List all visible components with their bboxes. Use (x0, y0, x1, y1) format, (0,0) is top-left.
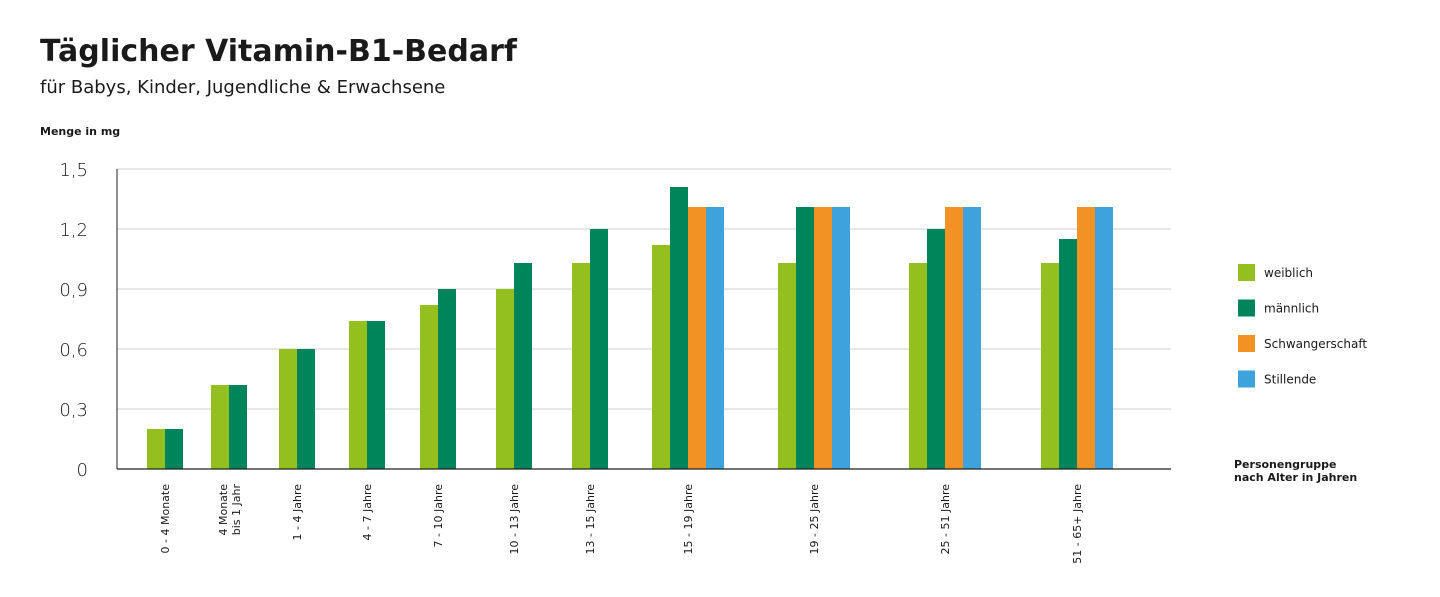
x-tick-label: 10 - 13 Jahre (508, 484, 521, 555)
bar (420, 305, 438, 469)
bar (652, 245, 670, 469)
x-tick-label: 19 - 25 Jahre (808, 484, 821, 555)
bar (514, 263, 532, 469)
x-tick-group: 25 - 51 Jahre (939, 484, 952, 555)
bar (367, 321, 385, 469)
x-tick-group: 51 - 65+ Jahre (1071, 484, 1084, 564)
legend-label: weiblich (1264, 266, 1313, 280)
chart-subtitle: für Babys, Kinder, Jugendliche & Erwachs… (40, 77, 445, 98)
x-tick-group: 19 - 25 Jahre (808, 484, 821, 555)
bar (147, 429, 165, 469)
bar (229, 385, 247, 469)
y-tick-label: 1,5 (59, 160, 88, 181)
x-tick-group: 4 Monatebis 1 Jahr (217, 484, 243, 536)
y-tick-label: 0,3 (59, 400, 88, 421)
x-tick-group: 7 - 10 Jahre (432, 484, 445, 548)
x-tick-label: 0 - 4 Monate (159, 484, 172, 554)
bar (688, 207, 706, 469)
bar (909, 263, 927, 469)
bar (349, 321, 367, 469)
bar (927, 229, 945, 469)
x-tick-group: 15 - 19 Jahre (682, 484, 695, 555)
x-axis-label: Personengruppe nach Alter in Jahren (1234, 458, 1357, 484)
y-tick-label: 0 (77, 460, 88, 481)
bar (1077, 207, 1095, 469)
bar (279, 349, 297, 469)
bar (814, 207, 832, 469)
bar (945, 207, 963, 469)
bar (496, 289, 514, 469)
x-tick-label: 7 - 10 Jahre (432, 484, 445, 548)
legend-label: Stillende (1264, 373, 1316, 387)
bar (963, 207, 981, 469)
y-tick-label: 1,2 (59, 220, 88, 241)
bar (590, 229, 608, 469)
y-tick-label: 0,9 (59, 280, 88, 301)
x-tick-label: 1 - 4 Jahre (291, 484, 304, 541)
bar (297, 349, 315, 469)
chart-title: Täglicher Vitamin-B1-Bedarf (40, 34, 518, 69)
bar (211, 385, 229, 469)
x-tick-label: 15 - 19 Jahre (682, 484, 695, 555)
bar (832, 207, 850, 469)
y-tick-label: 0,6 (59, 340, 88, 361)
x-tick-group: 10 - 13 Jahre (508, 484, 521, 555)
bar (670, 187, 688, 469)
legend-swatch (1238, 370, 1255, 388)
legend-swatch (1238, 335, 1255, 352)
x-tick-group: 13 - 15 Jahre (584, 484, 597, 555)
legend-label: männlich (1264, 302, 1319, 316)
bar (706, 207, 724, 469)
bar (1059, 239, 1077, 469)
x-tick-group: 4 - 7 Jahre (361, 484, 374, 541)
legend-swatch (1238, 264, 1255, 281)
x-tick-group: 0 - 4 Monate (159, 484, 172, 554)
legend-label: Schwangerschaft (1264, 337, 1367, 351)
x-tick-label: 51 - 65+ Jahre (1071, 484, 1084, 564)
bar (572, 263, 590, 469)
x-tick-label: 13 - 15 Jahre (584, 484, 597, 555)
legend-swatch (1238, 299, 1255, 317)
x-tick-group: 1 - 4 Jahre (291, 484, 304, 541)
x-tick-label: 4 Monatebis 1 Jahr (217, 484, 243, 536)
bar (1041, 263, 1059, 469)
y-axis-label: Menge in mg (40, 125, 120, 138)
bar (165, 429, 183, 469)
bar (778, 263, 796, 469)
bar (1095, 207, 1113, 469)
bar (796, 207, 814, 469)
bar (438, 289, 456, 469)
x-tick-label: 4 - 7 Jahre (361, 484, 374, 541)
x-tick-label: 25 - 51 Jahre (939, 484, 952, 555)
